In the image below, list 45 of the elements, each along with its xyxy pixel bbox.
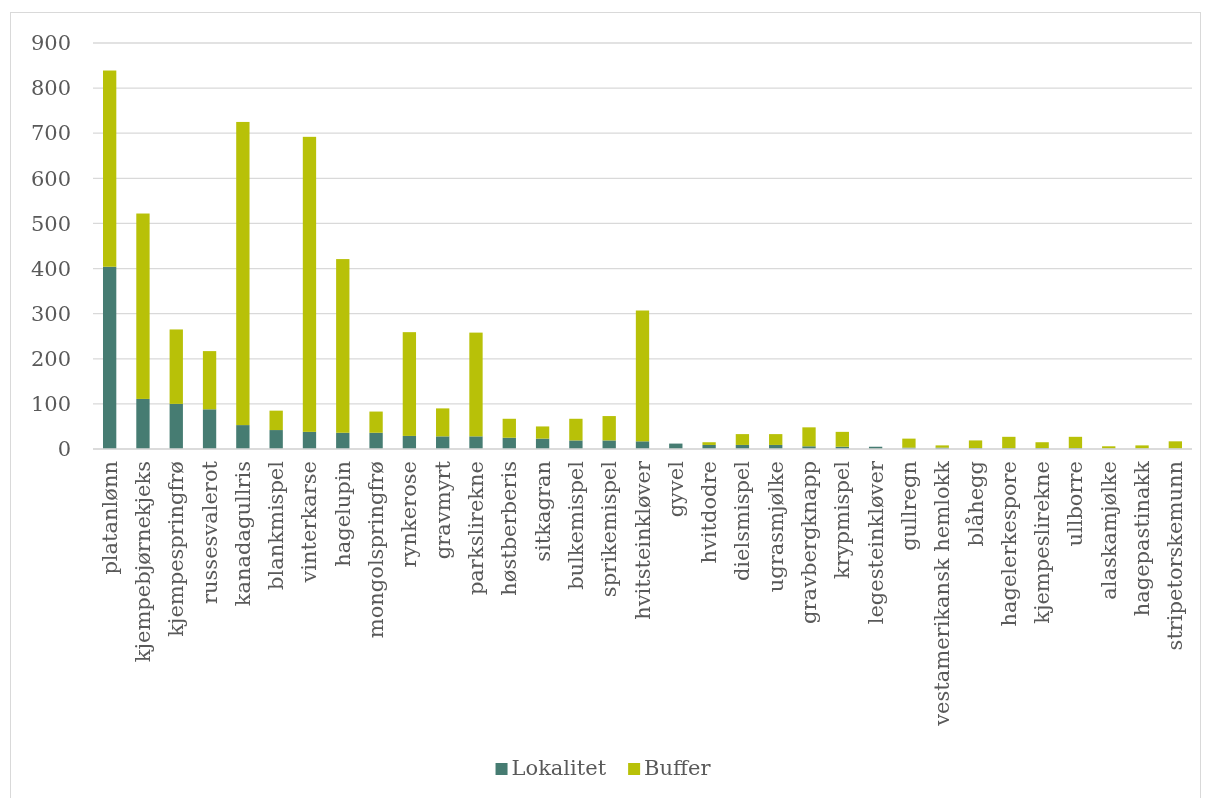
x-tick-label: russesvalerot — [197, 460, 222, 604]
x-tick-label: gravbergknapp — [797, 461, 822, 624]
x-tick-label: hagelerkespore — [996, 461, 1021, 627]
x-tick-label: dielsmispel — [730, 460, 755, 582]
x-tick-label: parkslirekne — [463, 461, 488, 596]
x-tick-label: kjempeslirekne — [1030, 461, 1055, 624]
legend-label: Lokalitet — [511, 756, 607, 780]
x-tick-label: bulkemispel — [563, 460, 588, 590]
y-tick-label: 700 — [30, 121, 71, 146]
x-tick-label: alaskamjølke — [1096, 461, 1121, 600]
x-tick-label: stripetorskemunn — [1163, 461, 1188, 651]
x-tick-label: hvitsteinkløver — [630, 460, 655, 620]
x-tick-label: vestamerikansk hemlokk — [930, 460, 955, 727]
y-tick-label: 200 — [30, 347, 71, 371]
x-tick-label: gullregn — [896, 461, 921, 551]
y-tick-label: 500 — [30, 211, 71, 236]
y-tick-label: 800 — [30, 76, 71, 101]
x-tick-label: gravmyrt — [430, 460, 455, 560]
x-tick-label: blåhegg — [963, 461, 988, 547]
y-tick-label: 600 — [30, 166, 71, 191]
x-tick-label: blankmispel — [264, 460, 289, 590]
x-tick-label: kjempespringfrø — [164, 461, 189, 637]
x-tick-label: kanadagullris — [230, 461, 255, 607]
x-tick-label: platanlønn — [97, 461, 122, 575]
x-tick-label: sprikemispel — [597, 460, 622, 598]
y-tick-label: 100 — [30, 392, 71, 417]
x-tick-label: hagepastinakk — [1130, 460, 1155, 617]
x-tick-label: ullborre — [1063, 461, 1088, 547]
x-tick-label: kjempebjørnekjeks — [130, 461, 155, 663]
y-tick-label: 900 — [30, 31, 71, 56]
x-tick-label: ugrasmjølke — [763, 461, 788, 593]
x-tick-label: sitkagran — [530, 461, 555, 562]
x-tick-label: hagelupin — [330, 461, 355, 567]
x-tick-label: gyvel — [663, 460, 688, 518]
x-tick-label: hvitdodre — [697, 461, 722, 564]
x-tick-label: vinterkarse — [297, 461, 322, 584]
y-tick-label: 400 — [30, 256, 71, 281]
x-tick-label: mongolspringfrø — [364, 461, 389, 639]
legend-label: Buffer — [644, 756, 712, 780]
x-tick-label: rynkerose — [397, 461, 422, 568]
y-tick-label: 0 — [57, 437, 71, 462]
x-tick-label: høstberberis — [497, 461, 522, 596]
x-tick-label: legesteinkløver — [863, 460, 888, 625]
x-tick-label: krypmispel — [830, 460, 855, 580]
y-tick-label: 300 — [30, 301, 71, 326]
